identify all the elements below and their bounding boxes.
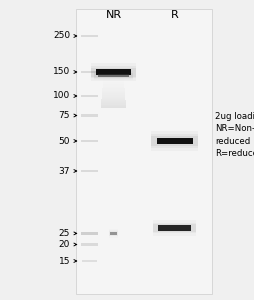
Text: R: R — [170, 11, 178, 20]
Text: 150: 150 — [53, 68, 70, 76]
Bar — [103, 76, 123, 77]
Bar — [93, 73, 133, 78]
Bar — [81, 232, 97, 235]
Text: 15: 15 — [58, 256, 70, 266]
Bar — [109, 232, 117, 235]
Bar — [81, 35, 97, 37]
Bar — [96, 69, 130, 75]
Bar — [108, 230, 118, 236]
Bar — [81, 140, 97, 142]
Bar — [100, 106, 126, 107]
Bar — [101, 101, 125, 102]
Bar — [81, 260, 97, 262]
Bar — [153, 224, 196, 232]
Bar — [102, 90, 124, 91]
Bar — [98, 74, 128, 77]
Text: 50: 50 — [58, 136, 70, 146]
Bar — [101, 100, 125, 101]
Bar — [108, 231, 118, 236]
Bar — [102, 85, 124, 86]
Bar — [156, 138, 192, 144]
Bar — [153, 223, 196, 233]
Bar — [101, 97, 125, 98]
Bar — [102, 87, 124, 88]
Bar — [76, 9, 211, 294]
Bar — [93, 73, 133, 79]
Bar — [93, 71, 133, 80]
Bar — [101, 99, 125, 100]
Bar — [91, 63, 135, 81]
Bar — [102, 91, 124, 92]
Bar — [101, 95, 125, 97]
Bar — [101, 102, 125, 104]
Bar — [103, 82, 123, 83]
Bar — [102, 94, 124, 95]
Text: NR: NR — [105, 11, 121, 20]
Bar — [151, 131, 197, 151]
Bar — [103, 78, 123, 79]
Bar — [81, 95, 97, 97]
Bar — [108, 229, 118, 238]
Bar — [103, 80, 123, 82]
Text: 37: 37 — [58, 167, 70, 176]
Bar — [102, 84, 124, 85]
Bar — [102, 92, 124, 93]
Text: 100: 100 — [53, 92, 70, 100]
Bar — [109, 232, 117, 235]
Bar — [101, 103, 125, 105]
Bar — [151, 136, 197, 146]
Text: 75: 75 — [58, 111, 70, 120]
Bar — [101, 98, 125, 99]
Bar — [102, 93, 124, 94]
Bar — [81, 243, 97, 246]
Bar — [102, 88, 124, 90]
Bar — [102, 86, 124, 87]
Text: 25: 25 — [58, 229, 70, 238]
Bar — [98, 74, 128, 77]
Bar — [156, 138, 192, 144]
Bar — [103, 77, 123, 78]
Bar — [96, 69, 130, 75]
Bar — [91, 68, 135, 76]
Bar — [81, 170, 97, 172]
Text: 2ug loading
NR=Non-
reduced
R=reduced: 2ug loading NR=Non- reduced R=reduced — [215, 112, 254, 158]
Text: 250: 250 — [53, 32, 70, 40]
Bar — [81, 114, 97, 117]
Bar — [103, 75, 123, 76]
Bar — [103, 74, 123, 75]
Bar — [81, 71, 97, 73]
Bar — [103, 83, 123, 84]
Bar — [103, 79, 123, 80]
Bar — [91, 66, 135, 78]
Bar — [157, 225, 190, 231]
Bar — [157, 225, 190, 231]
Bar — [151, 134, 197, 148]
Text: 20: 20 — [58, 240, 70, 249]
Bar — [153, 220, 196, 236]
Bar — [101, 104, 125, 106]
Bar — [100, 107, 126, 108]
